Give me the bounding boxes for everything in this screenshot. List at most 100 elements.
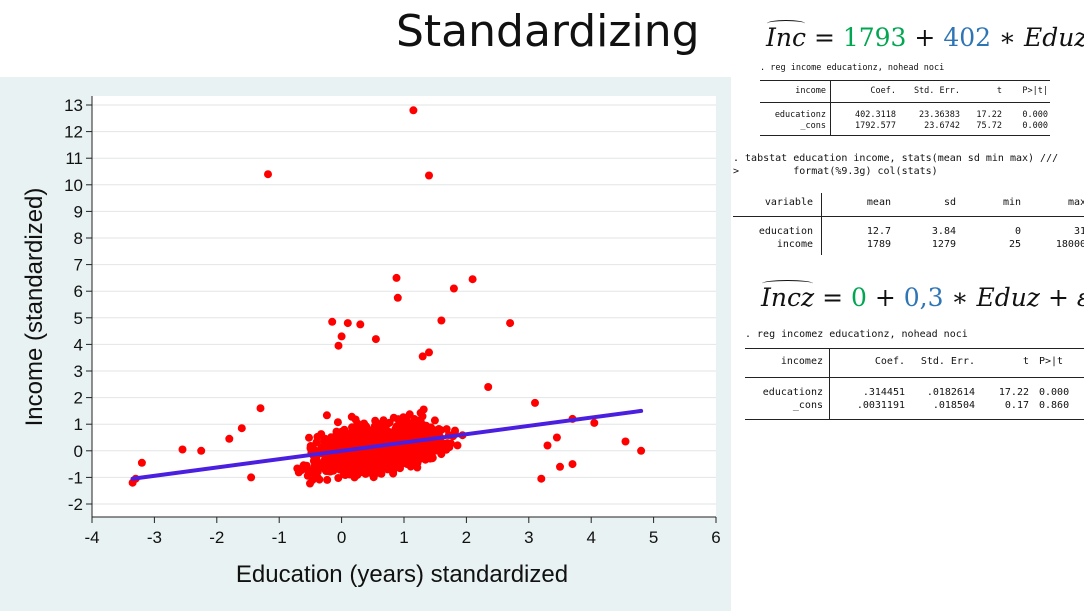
scatter-point xyxy=(388,447,396,456)
reg2-row2-t: 0.17 xyxy=(1004,400,1029,411)
scatter-point xyxy=(340,425,349,434)
scatter-point xyxy=(418,352,427,361)
scatter-point xyxy=(531,398,539,407)
tabstat-header-variable: variable xyxy=(764,197,813,208)
scatter-point xyxy=(346,437,355,446)
scatter-point xyxy=(453,441,462,450)
x-tick-label: -2 xyxy=(209,528,224,547)
scatter-point xyxy=(393,293,402,302)
equals-sign: = xyxy=(813,23,835,52)
scatter-point xyxy=(362,422,371,431)
slide-title: Standardizing xyxy=(396,6,700,57)
reg2-header-p: P>|t xyxy=(1039,356,1064,367)
scatter-point xyxy=(395,449,404,458)
reg2-header-rule xyxy=(745,377,1084,378)
scatter-point xyxy=(422,421,431,430)
tabstat-row2-var: income xyxy=(776,239,813,250)
axis-layer xyxy=(86,96,717,523)
y-tick-label: 12 xyxy=(64,123,83,142)
scatter-point xyxy=(334,474,343,482)
scatter-point xyxy=(325,457,334,466)
reg2-header-coef: Coef. xyxy=(874,356,905,367)
reg2-command: . reg incomez educationz, nohead noci xyxy=(745,329,968,340)
reg2-row1-t: 17.22 xyxy=(998,387,1029,398)
scatter-point xyxy=(350,473,359,482)
scatter-point xyxy=(390,464,399,473)
reg2-row2-se: .018504 xyxy=(932,400,975,411)
reg1-header-rule xyxy=(760,102,1050,103)
scatter-point xyxy=(371,416,380,425)
scatter-point xyxy=(425,171,433,180)
scatter-point xyxy=(256,404,265,413)
reg1-row2-coef: 1792.577 xyxy=(855,121,896,131)
reg1-table: income Coef. Std. Err. t P>|t| education… xyxy=(760,78,1050,138)
scatter-point xyxy=(351,415,360,424)
scatter-point xyxy=(328,317,337,326)
scatter-point xyxy=(590,418,599,427)
reg1-col-rule xyxy=(830,80,831,136)
scatter-point xyxy=(392,273,401,282)
scatter-point xyxy=(543,441,552,450)
scatter-point xyxy=(421,448,430,457)
y-axis-label: Income (standardized) xyxy=(21,188,48,427)
scatter-point xyxy=(323,475,332,484)
reg1-header-depvar: income xyxy=(795,86,826,96)
reg1-header-p: P>|t| xyxy=(1022,86,1048,96)
reg2-row2-p: 0.860 xyxy=(1039,400,1070,411)
tabstat-header-rule xyxy=(733,216,1084,217)
scatter-point xyxy=(363,431,372,440)
y-tick-label: 4 xyxy=(74,335,83,354)
scatter-point xyxy=(468,275,477,284)
reg2-col-rule xyxy=(829,348,830,420)
fit-line-layer xyxy=(130,408,644,481)
equation-income: Inc = 1793 + 402 ∗ Eduz + ε xyxy=(766,20,1084,52)
plus-sign: + xyxy=(914,23,936,52)
scatter-point xyxy=(366,449,375,458)
reg1-row1-coef: 402.3118 xyxy=(855,110,896,120)
scatter-point xyxy=(637,446,646,455)
times-sign-2: ∗ xyxy=(951,283,969,312)
scatter-point xyxy=(247,473,256,482)
x-tick-label: 4 xyxy=(586,528,595,547)
x-tick-label: 6 xyxy=(711,528,720,547)
scatter-point xyxy=(430,428,439,437)
tabstat-row1-mean: 12.7 xyxy=(866,226,891,237)
scatter-point xyxy=(383,465,392,474)
reg2-row1-var: educationz xyxy=(762,387,823,398)
y-tick-label: 5 xyxy=(74,309,83,328)
tabstat-table: variable mean sd min max education 12.7 … xyxy=(733,193,1084,259)
x-axis-label: Education (years) standardized xyxy=(236,561,568,588)
scatter-point xyxy=(431,441,440,450)
x-tick-label: 2 xyxy=(462,528,471,547)
scatter-point xyxy=(568,460,577,469)
scatter-point xyxy=(333,418,342,427)
x-tick-label: -1 xyxy=(272,528,287,547)
reg1-row2-se: 23.6742 xyxy=(924,121,960,131)
scatter-point xyxy=(379,416,388,425)
tabstat-header-mean: mean xyxy=(866,197,891,208)
scatter-point xyxy=(428,447,437,456)
equation-income-z-constant: 0 xyxy=(851,283,867,312)
tabstat-header-max: max xyxy=(1067,197,1084,208)
scatter-point xyxy=(356,320,365,329)
reg1-row1-t: 17.22 xyxy=(976,110,1002,120)
scatter-point xyxy=(430,416,439,425)
tabstat-col-rule xyxy=(821,193,822,255)
reg2-row2-coef: .0031191 xyxy=(856,400,905,411)
reg1-top-rule xyxy=(760,80,1050,81)
scatter-point xyxy=(372,424,381,433)
reg1-header-se: Std. Err. xyxy=(913,86,960,96)
y-tick-label: 8 xyxy=(74,229,83,248)
scatter-point xyxy=(315,475,324,484)
scatter-point xyxy=(225,434,234,443)
equation-income-lhs: Inc xyxy=(766,20,806,52)
scatter-point xyxy=(409,454,418,463)
scatter-point xyxy=(378,454,387,463)
scatter-point xyxy=(405,410,414,419)
scatter-point xyxy=(264,170,272,179)
scatter-point xyxy=(359,451,368,460)
scatter-point xyxy=(428,454,437,463)
equation-income-coefficient: 402 xyxy=(943,23,992,52)
plus-sign-4: + xyxy=(1047,283,1069,312)
scatter-point xyxy=(399,431,408,440)
